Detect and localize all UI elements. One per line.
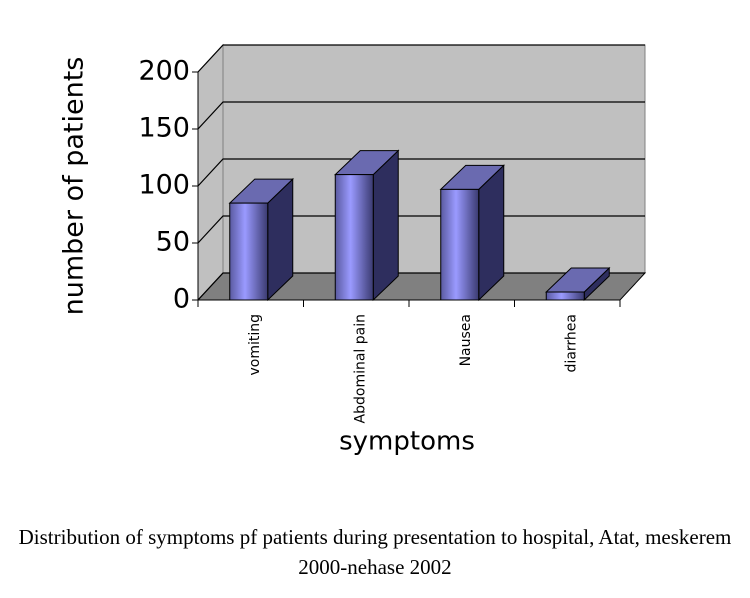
y-tick-label: 50 (156, 227, 190, 258)
bar (229, 202, 269, 301)
grid-line (197, 215, 645, 244)
bar (334, 174, 374, 301)
y-tick-label: 0 (173, 284, 190, 315)
grid-line (197, 44, 645, 73)
chart: symptoms number of patients 0 50 100 150 200… (59, 43, 647, 457)
grid-line (197, 272, 645, 301)
caption: Distribution of symptoms pf patients dur… (18, 525, 732, 579)
bar (545, 291, 585, 301)
x-tick-label: Nausea (458, 314, 474, 366)
grid-line (197, 158, 645, 187)
x-tick-label: vomiting (247, 314, 263, 376)
x-tick-label: Abdominal pain (352, 314, 368, 423)
x-tick-label: diarrhea (563, 314, 579, 372)
x-axis-title: symptoms (339, 427, 475, 457)
bar-side (372, 149, 399, 302)
y-tick-label: 200 (138, 56, 190, 87)
y-tick-label: 150 (138, 113, 190, 144)
bar (440, 188, 480, 301)
y-axis-title: number of patients (59, 57, 90, 316)
grid-line (197, 101, 645, 130)
y-tick-label: 100 (138, 170, 190, 201)
